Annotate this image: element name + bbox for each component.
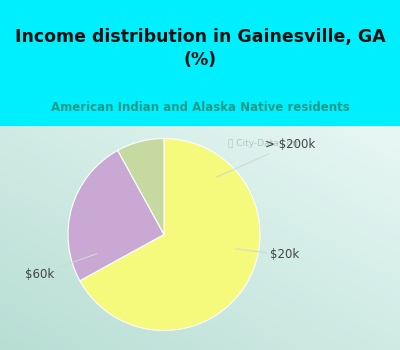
Wedge shape <box>68 150 164 281</box>
Text: > $200k: > $200k <box>217 138 315 177</box>
Wedge shape <box>118 139 164 234</box>
Text: Income distribution in Gainesville, GA
(%): Income distribution in Gainesville, GA (… <box>15 28 385 69</box>
Text: $60k: $60k <box>25 254 97 281</box>
Wedge shape <box>80 139 260 330</box>
Text: American Indian and Alaska Native residents: American Indian and Alaska Native reside… <box>51 101 349 114</box>
Text: ⓘ City-Data.com: ⓘ City-Data.com <box>228 139 301 148</box>
Text: $20k: $20k <box>236 248 299 261</box>
